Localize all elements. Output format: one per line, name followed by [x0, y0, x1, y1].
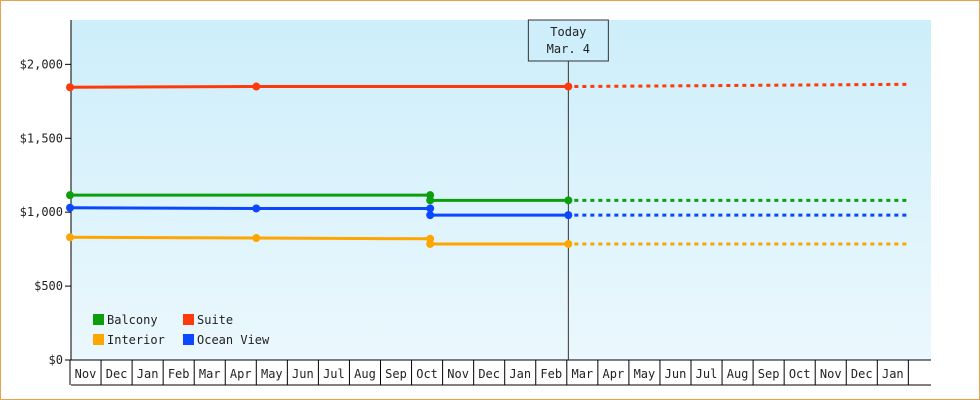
x-tick-label: Nov [75, 367, 97, 381]
data-point [66, 233, 74, 242]
x-tick-label: Feb [168, 367, 190, 381]
x-tick-label: Nov [820, 367, 842, 381]
today-date: Mar. 4 [547, 42, 590, 56]
x-tick-label: Oct [416, 367, 438, 381]
x-tick-label: Apr [230, 367, 252, 381]
x-tick-label: Dec [851, 367, 873, 381]
data-point [66, 191, 74, 200]
x-tick-label: Sep [758, 367, 780, 381]
data-point [426, 239, 435, 248]
x-tick-label: Jan [509, 367, 531, 381]
x-tick-label: Dec [106, 367, 128, 381]
y-tick-label: $0 [49, 353, 63, 367]
x-tick-label: Sep [385, 367, 407, 381]
x-tick-label: Jul [696, 367, 718, 381]
legend-swatch [183, 314, 194, 325]
today-marker: Today Mar. 4 [527, 19, 609, 360]
y-tick-label: $1,000 [20, 205, 63, 219]
y-tick-label: $500 [34, 279, 63, 293]
x-tick-label: Dec [478, 367, 500, 381]
series-lines [66, 82, 909, 248]
x-tick-label: Jul [323, 367, 345, 381]
x-tick-label: Jun [665, 367, 687, 381]
legend-label: Ocean View [197, 333, 270, 347]
data-point [252, 234, 261, 243]
x-tick-label: May [634, 367, 656, 381]
x-tick-label: Jun [292, 367, 314, 381]
legend-swatch [183, 334, 194, 345]
data-point [564, 196, 573, 205]
legend-swatch [93, 314, 104, 325]
series-line [69, 85, 569, 89]
data-point [564, 82, 573, 91]
x-tick-label: Apr [603, 367, 625, 381]
data-point [66, 83, 74, 92]
x-tick-label: Feb [540, 367, 562, 381]
data-point [564, 211, 573, 220]
data-point [564, 239, 573, 248]
x-tick-label: Mar [199, 367, 221, 381]
x-tick-label: Jan [137, 367, 159, 381]
legend-swatch [93, 334, 104, 345]
plot-area [71, 20, 931, 360]
y-axis: $0 $500 $1,000 $1,500 $2,000 [20, 20, 72, 367]
data-point [252, 82, 261, 91]
data-point [66, 203, 74, 212]
data-point [252, 204, 261, 213]
legend-label: Interior [107, 333, 165, 347]
legend-label: Suite [197, 313, 233, 327]
x-tick-label: Mar [571, 367, 593, 381]
y-tick-label: $1,500 [20, 131, 63, 145]
data-point [426, 211, 435, 220]
y-tick-label: $2,000 [20, 57, 63, 71]
x-tick-label: Oct [789, 367, 811, 381]
data-point [426, 196, 435, 205]
today-label: Today [550, 25, 586, 39]
x-tick-label: Aug [727, 367, 749, 381]
data-point [426, 204, 435, 213]
x-tick-label: Jan [882, 367, 904, 381]
x-tick-label: May [261, 367, 283, 381]
today-box [527, 19, 609, 62]
x-axis: Nov Dec Jan Feb Mar Apr May Jun Jul Aug Sep Oct Nov D… [69, 359, 931, 386]
legend-label: Balcony [107, 313, 158, 327]
x-tick-label: Aug [354, 367, 376, 381]
x-tick-label: Nov [447, 367, 469, 381]
legend: Balcony Suite Interior Ocean View [93, 313, 270, 347]
